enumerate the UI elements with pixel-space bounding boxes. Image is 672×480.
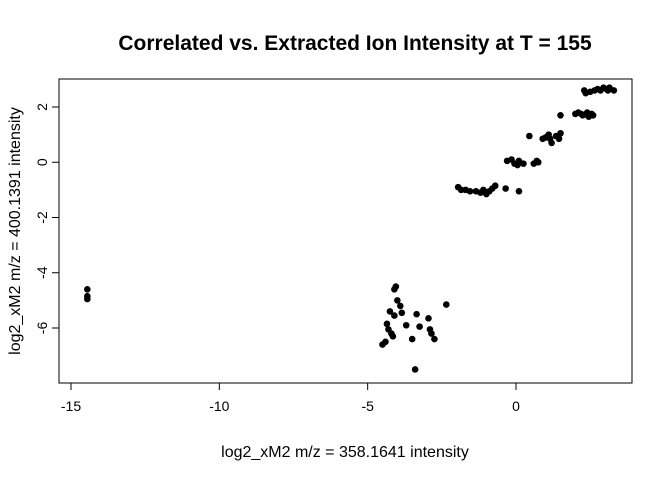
x-tick-label: -15 — [61, 398, 81, 414]
data-point — [402, 321, 410, 329]
data-point — [392, 283, 400, 290]
y-tick-label: -6 — [34, 322, 50, 335]
data-point — [515, 187, 523, 195]
y-axis-ticks: -6 -4 -2 0 2 — [34, 103, 59, 334]
data-point — [502, 185, 509, 192]
data-point — [491, 182, 499, 190]
data-point — [411, 366, 419, 373]
data-point — [382, 338, 389, 346]
data-point — [398, 309, 406, 317]
data-point — [520, 160, 527, 167]
data-point — [442, 301, 450, 308]
y-tick-label: 2 — [34, 103, 50, 111]
data-point — [397, 302, 404, 310]
data-point — [84, 295, 91, 303]
y-tick-label: 0 — [34, 158, 50, 166]
data-point — [610, 87, 618, 94]
data-point — [548, 139, 555, 147]
chart-title: Correlated vs. Extracted Ion Intensity a… — [118, 32, 592, 55]
x-tick-label: 0 — [512, 398, 520, 414]
data-point — [389, 332, 397, 340]
x-axis-label: log2_xM2 m/z = 358.1641 intensity — [221, 444, 469, 461]
data-point — [416, 323, 423, 330]
data-point — [555, 135, 563, 143]
y-tick-label: -4 — [34, 266, 50, 279]
data-point — [413, 310, 420, 318]
data-point — [428, 330, 435, 337]
x-axis-ticks: -15 -10 -5 0 — [61, 383, 520, 414]
plot-area-border — [58, 78, 633, 384]
data-point — [84, 286, 91, 293]
data-point — [386, 308, 394, 315]
data-point — [466, 187, 474, 195]
data-point — [589, 111, 597, 119]
data-points — [84, 84, 618, 373]
data-point — [526, 132, 533, 140]
data-point — [391, 312, 398, 319]
x-tick-label: -5 — [361, 398, 374, 414]
data-point — [394, 297, 401, 304]
data-point — [383, 320, 391, 328]
data-point — [425, 315, 432, 322]
data-point — [408, 335, 416, 343]
data-point — [431, 335, 438, 343]
data-point — [557, 111, 564, 119]
data-point — [534, 158, 542, 166]
y-tick-label: -2 — [34, 211, 50, 224]
data-point — [557, 129, 564, 137]
x-tick-label: -10 — [209, 398, 229, 414]
y-axis-label: log2_xM2 m/z = 400.1391 intensity — [7, 107, 24, 355]
